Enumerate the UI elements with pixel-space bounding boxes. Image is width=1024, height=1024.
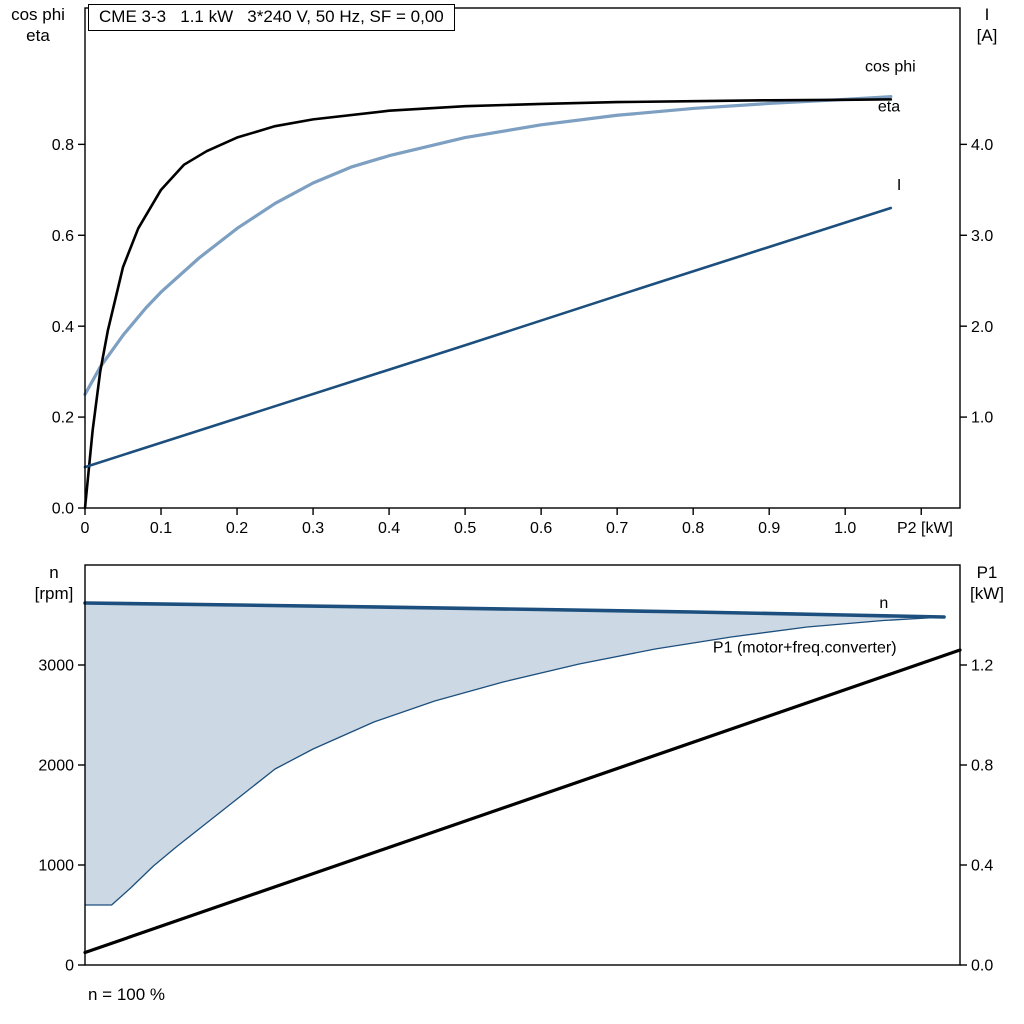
x-axis-end-label: P2 [kW] — [897, 520, 953, 537]
speed-percent-note: n = 100 % — [88, 985, 166, 1004]
x-tick-label: 0.8 — [682, 520, 704, 537]
plot-frame — [84, 7, 961, 509]
left-tick-label: 0.4 — [52, 319, 74, 336]
left-tick-label: 1000 — [38, 858, 74, 875]
right-tick-label: 1.0 — [971, 410, 993, 427]
x-tick-label: 0.3 — [302, 520, 324, 537]
x-tick-label: 0 — [81, 520, 90, 537]
right-axis-title-bottom-chart: P1 [kW] — [956, 562, 1018, 604]
series-curve-p1-motor-freq-converter — [83, 648, 962, 955]
left-tick-label: 0.6 — [52, 228, 74, 245]
x-tick-label: 0.6 — [530, 520, 552, 537]
chart-title-box: CME 3-3 1.1 kW 3*240 V, 50 Hz, SF = 0,00 — [88, 4, 455, 31]
right-tick-label: 0.8 — [971, 758, 993, 775]
left-tick-label: 0.8 — [52, 137, 74, 154]
x-tick-label: 0.4 — [378, 520, 400, 537]
series-curve-eta — [83, 98, 893, 510]
chart-0: 0 0.1 0.2 0.3 0.4 0.5 0.6 0.7 0.8 0.9 1.0 P2 [kW] 0.… — [52, 7, 993, 537]
left-tick-label: 3000 — [38, 658, 74, 675]
x-tick-label: 1.0 — [834, 520, 856, 537]
series-curve-n — [83, 601, 946, 619]
left-tick-label: 0.2 — [52, 410, 74, 427]
left-tick-label: 0 — [65, 958, 74, 975]
right-tick-label: 0.0 — [971, 958, 993, 975]
current-axis-label: I — [984, 5, 990, 24]
series-label-cos-phi: cos phi — [865, 59, 916, 76]
right-tick-label: 3.0 — [971, 228, 993, 245]
left-axis-title-bottom-chart: n [rpm] — [24, 562, 84, 604]
right-tick-label: 2.0 — [971, 319, 993, 336]
power-axis-label: P1 — [976, 563, 998, 582]
right-tick-label: 4.0 — [971, 137, 993, 154]
series-curve-cos-phi — [83, 95, 893, 396]
left-axis-title-top-chart: cos phi eta — [6, 4, 70, 46]
x-tick-label: 0.1 — [150, 520, 172, 537]
x-tick-label: 0.2 — [226, 520, 248, 537]
current-axis-unit: [A] — [976, 26, 998, 45]
x-tick-label: 0.7 — [606, 520, 628, 537]
speed-axis-unit: [rpm] — [34, 584, 74, 603]
speed-axis-label: n — [49, 563, 59, 582]
x-tick-label: 0.5 — [454, 520, 476, 537]
left-tick-label: 0.0 — [52, 501, 74, 518]
cos-phi-axis-label: cos phi — [11, 5, 65, 24]
right-axis-title-top-chart: I [A] — [958, 4, 1016, 46]
x-tick-label: 0.9 — [758, 520, 780, 537]
series-label-n: n — [879, 595, 888, 612]
chart-1: 0 1000 2000 3000 0.0 0.4 0.8 1.2 n P1 (motor+freq… — [38, 564, 993, 975]
left-tick-label: 2000 — [38, 758, 74, 775]
right-tick-label: 0.4 — [971, 858, 993, 875]
series-label-eta: eta — [878, 99, 900, 116]
eta-axis-label: eta — [26, 26, 50, 45]
series-label-i: I — [897, 177, 901, 194]
series-curve-i — [83, 206, 893, 469]
power-axis-unit: [kW] — [970, 584, 1004, 603]
series-label-p1-motor-freq-converter: P1 (motor+freq.converter) — [713, 640, 897, 657]
right-tick-label: 1.2 — [971, 658, 993, 675]
series-area-speed-range — [85, 603, 945, 905]
series-area-boundary-speed-range — [85, 616, 945, 906]
